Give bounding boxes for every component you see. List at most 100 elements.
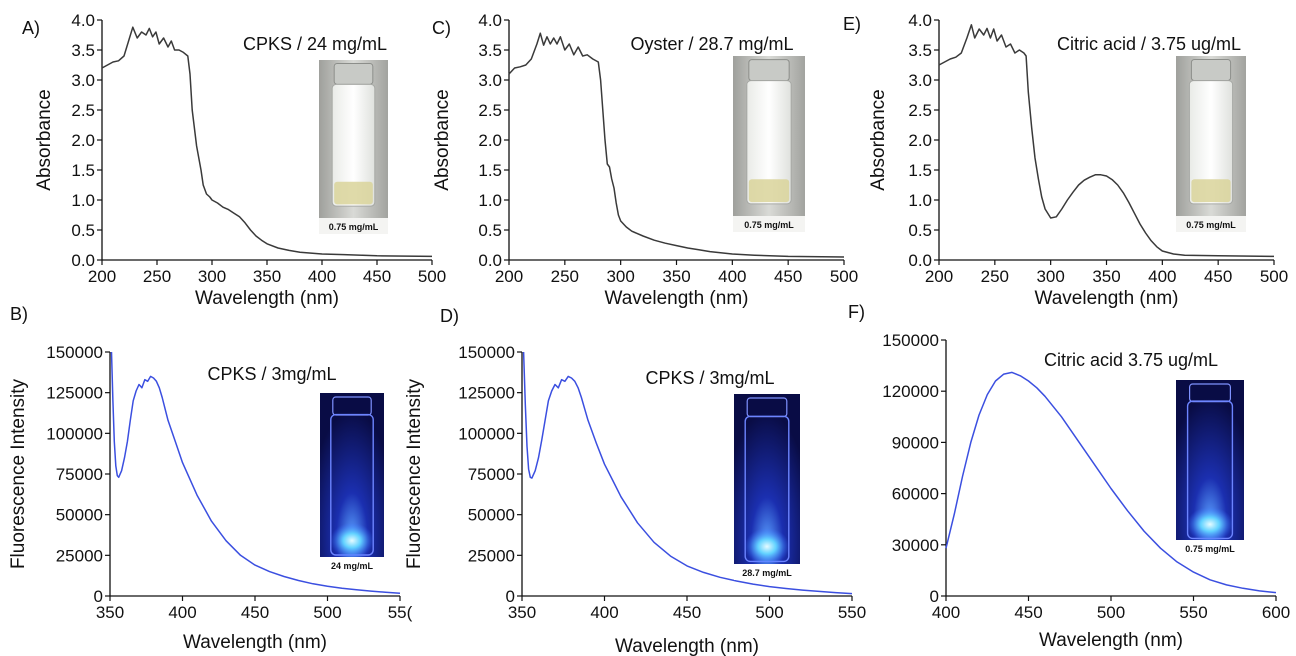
x-tick-label: 350 (508, 603, 536, 622)
x-tick-label: 500 (1097, 603, 1125, 622)
series-line (508, 32, 845, 258)
x-tick-label: 55( (388, 603, 413, 622)
y-tick-label: 4.0 (71, 11, 95, 30)
y-axis-label: Fluorescence Intensity (8, 378, 29, 569)
chart-title: CPKS / 3mg/mL (645, 368, 774, 388)
x-axis-label: Wavelength (nm) (195, 288, 339, 309)
x-tick-label: 400 (1148, 267, 1176, 286)
chart-panel: 350 400 450 500 550 0 25000 50000 75000 100000 125… (404, 306, 866, 656)
inset-label-strip (733, 216, 805, 232)
chart-panel: 200 250 300 350 400 450 500 0.0 0.5 1.0 1.5 2.0 2.5 3… (432, 11, 858, 309)
y-tick-label: 3.5 (71, 41, 95, 60)
y-tick-label: 1.5 (908, 161, 932, 180)
vial-liquid (1191, 179, 1231, 203)
chart-title: Oyster / 28.7 mg/mL (630, 34, 793, 54)
y-tick-label: 4.0 (908, 11, 932, 30)
x-tick-label: 600 (1262, 603, 1290, 622)
inset-concentration-label: 28.7 mg/mL (742, 568, 792, 578)
inset-concentration-label: 0.75 mg/mL (329, 222, 379, 232)
x-tick-label: 450 (363, 267, 391, 286)
y-tick-label: 75000 (56, 465, 103, 484)
y-tick-label: 30000 (892, 536, 939, 555)
y-tick-label: 0 (930, 587, 939, 606)
x-tick-label: 200 (88, 267, 116, 286)
x-tick-label: 350 (662, 267, 690, 286)
x-tick-label: 550 (838, 603, 866, 622)
x-tick-label: 500 (1260, 267, 1288, 286)
x-tick-label: 400 (718, 267, 746, 286)
series-line (110, 351, 401, 594)
y-tick-label: 3.0 (71, 71, 95, 90)
y-tick-label: 0 (94, 587, 103, 606)
x-tick-label: 250 (551, 267, 579, 286)
vial-body (331, 83, 376, 207)
panel-label: E) (843, 14, 861, 34)
y-tick-label: 2.0 (478, 131, 502, 150)
x-tick-label: 400 (932, 603, 960, 622)
inset-label-strip (319, 218, 388, 234)
inset-label-strip (1176, 540, 1244, 556)
chart-title: CPKS / 3mg/mL (207, 364, 336, 384)
x-axis-label: Wavelength (nm) (615, 636, 759, 656)
x-tick-label: 300 (198, 267, 226, 286)
inset-vial-photo: 28.7 mg/mL (734, 394, 800, 580)
inset-vial-photo: 24 mg/mL (320, 393, 384, 573)
y-tick-label: 0.5 (71, 221, 95, 240)
x-tick-label: 550 (1179, 603, 1207, 622)
inset-label-strip (1176, 216, 1246, 232)
x-tick-label: 300 (606, 267, 634, 286)
x-tick-label: 400 (590, 603, 618, 622)
y-tick-label: 3.5 (478, 41, 502, 60)
inset-concentration-label: 0.75 mg/mL (744, 220, 794, 230)
x-tick-label: 500 (755, 603, 783, 622)
vial-liquid (334, 181, 373, 205)
y-tick-label: 0 (506, 587, 515, 606)
chart-panel: 350 400 450 500 55(0 25000 50000 75000 100000 125… (8, 304, 413, 653)
y-tick-label: 1.5 (478, 161, 502, 180)
inset-vial-photo: 0.75 mg/mL (733, 56, 805, 232)
y-axis-label: Absorbance (868, 89, 889, 190)
x-tick-label: 500 (830, 267, 858, 286)
x-tick-label: 350 (96, 603, 124, 622)
y-tick-label: 100000 (46, 424, 103, 443)
y-tick-label: 150000 (882, 331, 939, 350)
y-tick-label: 2.5 (908, 101, 932, 120)
inset-concentration-label: 0.75 mg/mL (1185, 544, 1235, 554)
y-tick-label: 75000 (468, 465, 515, 484)
y-tick-label: 2.0 (908, 131, 932, 150)
x-tick-label: 250 (981, 267, 1009, 286)
x-tick-label: 450 (774, 267, 802, 286)
panel-label: A) (22, 18, 40, 38)
y-tick-label: 0.5 (908, 221, 932, 240)
x-tick-label: 200 (925, 267, 953, 286)
vial-body (1188, 80, 1234, 205)
y-tick-label: 2.5 (478, 101, 502, 120)
y-tick-label: 50000 (468, 506, 515, 525)
y-tick-label: 4.0 (478, 11, 502, 30)
inset-concentration-label: 24 mg/mL (331, 561, 374, 571)
inset-label-strip (734, 564, 800, 580)
chart-title: Citric acid 3.75 ug/mL (1044, 350, 1218, 370)
x-tick-label: 350 (1092, 267, 1120, 286)
y-tick-label: 0.5 (478, 221, 502, 240)
x-tick-label: 300 (1036, 267, 1064, 286)
y-tick-label: 1.5 (71, 161, 95, 180)
series-line (101, 26, 433, 258)
x-tick-label: 450 (673, 603, 701, 622)
y-tick-label: 60000 (892, 485, 939, 504)
x-tick-label: 400 (308, 267, 336, 286)
y-tick-label: 3.0 (478, 71, 502, 90)
y-tick-label: 1.0 (908, 191, 932, 210)
inset-concentration-label: 0.75 mg/mL (1186, 220, 1236, 230)
chart-title: CPKS / 24 mg/mL (243, 34, 387, 54)
chart-title: Citric acid / 3.75 ug/mL (1057, 34, 1241, 54)
x-axis-label: Wavelength (nm) (605, 288, 749, 309)
chart-panel: 200 250 300 350 400 450 500 0.0 0.5 1.0 1.5 2.0 2.5 3… (843, 11, 1288, 309)
x-axis-label: Wavelength (nm) (1039, 630, 1183, 651)
x-tick-label: 350 (253, 267, 281, 286)
series-line (945, 371, 1277, 594)
y-tick-label: 0.0 (908, 251, 932, 270)
y-tick-label: 150000 (458, 343, 515, 362)
y-tick-label: 50000 (56, 506, 103, 525)
